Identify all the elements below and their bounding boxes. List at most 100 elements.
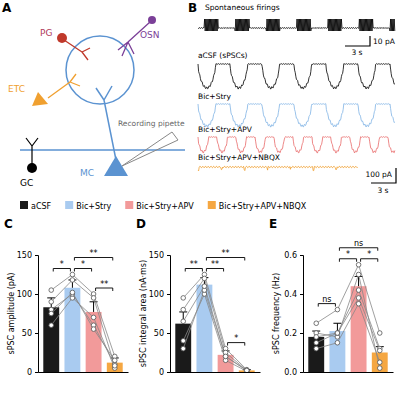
mc-dendrites [20, 86, 185, 160]
etc-label: ETC [8, 84, 25, 94]
cell-point [244, 369, 249, 372]
cell-point [49, 288, 54, 293]
gc-soma [27, 163, 37, 173]
cell-line [183, 275, 247, 370]
cell-point [181, 296, 186, 301]
legend-label: aCSF [31, 202, 52, 211]
cell-point [49, 311, 54, 316]
cell-point [356, 272, 361, 277]
scale-label: 100 pA [365, 170, 392, 179]
significance-label: ns [354, 239, 363, 248]
panel-label: E [269, 217, 277, 231]
legend-label: Bic+Stry [76, 202, 111, 211]
cell-point [335, 331, 340, 336]
y-tick-label: 0 [27, 368, 32, 377]
plot-marks [175, 272, 254, 372]
legend: aCSFBic+StryBic+Stry+APVBic+Stry+APV+NBQ… [20, 201, 307, 211]
y-tick: 50 [154, 329, 170, 338]
cell-point [314, 340, 319, 345]
significance-label: ** [100, 280, 108, 289]
y-tick-label: 0.0 [284, 368, 297, 377]
trace-label: Bic+Stry+APV [198, 125, 253, 134]
legend-swatch [65, 201, 73, 209]
trace-label: aCSF (sPSCs) [198, 51, 248, 60]
osn-soma [148, 16, 156, 24]
trace [198, 104, 395, 128]
cell-point [70, 272, 75, 277]
cell-point [244, 367, 249, 372]
cell-point [181, 307, 186, 312]
y-tick: 0.6 [284, 251, 303, 260]
y-tick-label: 0.2 [284, 329, 297, 338]
y-tick-mark [167, 255, 170, 256]
y-tick-label: 100 [17, 290, 32, 299]
legend-item: Bic+Stry+APV+NBQX [208, 201, 307, 211]
bar [372, 353, 388, 373]
cell-point [335, 307, 340, 312]
panel-a: AOSNPGETCMCGCRecording pipette [2, 1, 185, 188]
bar [107, 363, 123, 372]
y-tick-mark [35, 255, 38, 256]
y-tick: 150 [149, 251, 170, 260]
bar [43, 307, 59, 372]
y-tick: 0.0 [284, 368, 303, 377]
y-axis: 0 50 100 150 [17, 251, 39, 377]
y-tick-label: 0.4 [284, 290, 297, 299]
cell-point [91, 315, 96, 320]
cell-point [356, 296, 361, 301]
trace-label: Spontaneous firings [205, 3, 280, 12]
panel-label: D [136, 217, 146, 231]
plot-marks [308, 262, 387, 372]
significance-label: ** [211, 260, 219, 269]
y-tick-label: 150 [17, 251, 32, 260]
panel-b: BSpontaneous firingsaCSF (sPSCs)Bic+Stry… [188, 1, 396, 195]
legend-item: Bic+Stry [65, 201, 111, 211]
y-tick-label: 100 [149, 290, 164, 299]
y-tick: 150 [17, 251, 38, 260]
cell-point [70, 290, 75, 295]
significance-label: * [346, 250, 350, 259]
y-tick-mark [167, 294, 170, 295]
y-axis-line [35, 256, 39, 373]
legend-swatch [20, 201, 28, 209]
y-tick-label: 0 [159, 368, 164, 377]
y-tick: 0.4 [284, 290, 303, 299]
significance-label: ** [190, 260, 198, 269]
cell-point [314, 346, 319, 351]
y-tick-mark [167, 333, 170, 334]
scale-label: 3 s [377, 186, 388, 195]
pipette-label: Recording pipette [118, 119, 185, 128]
cell-point [377, 366, 382, 371]
osn-label: OSN [140, 30, 160, 40]
y-axis-line [167, 256, 171, 373]
y-axis-title: sPSC frequency (Hz) [272, 273, 281, 354]
pipette [122, 132, 178, 166]
cell-point [314, 321, 319, 326]
cell-line [183, 286, 247, 370]
y-tick-label: 50 [22, 329, 32, 338]
chart: 050100150sPSC amplitude (pA)C****** [4, 217, 129, 377]
bar [329, 331, 345, 372]
cell-point [356, 262, 361, 267]
mc-soma [104, 156, 128, 176]
y-tick: 50 [22, 329, 38, 338]
cell-point [202, 284, 207, 289]
cell-point [356, 288, 361, 293]
trace-label: Bic+Stry [198, 92, 231, 101]
cell-point [335, 340, 340, 345]
cell-point [223, 354, 228, 359]
gc-dendrite [26, 138, 38, 164]
error-bar [355, 276, 363, 286]
cell-point [49, 300, 54, 305]
trace [198, 166, 358, 171]
cell-line [183, 278, 247, 370]
error-bar [376, 347, 384, 353]
cell-point [335, 331, 340, 336]
cell-point [244, 368, 249, 372]
bar [86, 312, 102, 372]
y-tick-mark [300, 255, 303, 256]
significance-label: * [234, 334, 238, 343]
scale-label: 10 pA [373, 37, 396, 46]
cell-point [91, 296, 96, 301]
y-axis-line [300, 256, 304, 373]
